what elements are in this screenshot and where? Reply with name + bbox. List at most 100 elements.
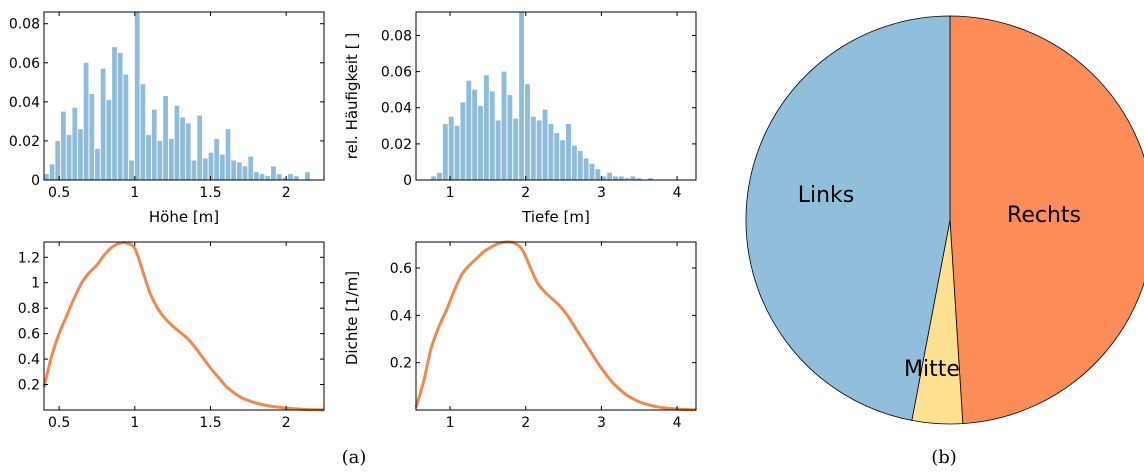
x-tick-label: 2	[282, 415, 291, 431]
histogram-bar	[117, 53, 123, 180]
histogram-bar	[595, 169, 601, 180]
x-tick-label: 1	[446, 415, 455, 431]
histogram-bar	[214, 138, 220, 180]
x-tick-label: 0.5	[48, 185, 70, 201]
y-tick-label: 0	[31, 173, 40, 189]
histogram-bar	[66, 135, 72, 180]
pie-label-mitte: Mitte	[904, 357, 960, 382]
density-tiefe: 1 2 3 4 0.2 0.4 0.6 Dichte [1/m]	[343, 240, 697, 431]
histogram-bar	[442, 124, 448, 180]
y-tick-label: 1	[31, 276, 40, 292]
histogram-bar	[448, 116, 454, 180]
x-tick-label: 2	[282, 185, 291, 201]
x-tick-label: 1	[130, 185, 139, 201]
histogram-bar	[271, 166, 276, 180]
histogram-bar	[231, 160, 237, 180]
histogram-bar	[83, 62, 89, 181]
histogram-bar	[248, 156, 254, 180]
histogram-bar	[163, 96, 168, 180]
y-tick-label: 0.2	[18, 378, 40, 394]
histogram-bar	[566, 124, 571, 180]
histogram-bar	[134, 12, 140, 180]
histogram-bar	[95, 148, 100, 180]
histogram-bar	[478, 105, 483, 180]
x-tick-label: 2	[521, 415, 530, 431]
histogram-bar	[123, 74, 129, 180]
histogram-bar	[168, 138, 174, 180]
histogram-bar	[624, 178, 630, 180]
histogram-bar	[146, 135, 151, 180]
histogram-bar	[61, 111, 66, 180]
histogram-bar	[618, 176, 624, 180]
histogram-bar	[536, 120, 542, 180]
y-tick-label: 0.06	[381, 65, 412, 81]
axes-frame	[415, 11, 697, 181]
y-tick-label: 0.4	[390, 308, 412, 324]
histogram-bar	[466, 80, 472, 180]
histogram-bar	[454, 125, 460, 180]
histogram-bar	[589, 163, 595, 180]
histogram-bar	[191, 160, 197, 180]
histogram-bar	[630, 176, 636, 180]
y-tick-label: 0.6	[390, 261, 412, 277]
histogram-bar	[219, 154, 225, 180]
histogram-bar	[236, 162, 242, 180]
histogram-bar	[72, 107, 78, 180]
histogram-bar	[612, 176, 618, 180]
histogram-bar	[519, 12, 525, 180]
histogram-bar	[55, 140, 61, 180]
histogram-bar	[507, 95, 513, 180]
histogram-bar	[542, 109, 548, 180]
histogram-bar	[548, 124, 554, 180]
histogram-bar	[49, 164, 55, 180]
axes-frame	[415, 241, 697, 411]
axes-frame	[43, 241, 325, 411]
x-tick-label: 1.5	[199, 185, 221, 201]
x-tick-label: 1	[446, 185, 455, 201]
histogram-bar	[129, 160, 134, 180]
y-tick-label: 0.08	[9, 17, 40, 33]
histogram-bar	[185, 123, 191, 180]
histogram-bar	[495, 120, 501, 180]
y-axis-label: rel. Häufigkeit [ ]	[343, 33, 361, 159]
y-tick-label: 0.06	[9, 56, 40, 72]
y-axis-label: Dichte [1/m]	[343, 271, 361, 365]
histogram-bar	[44, 174, 49, 180]
histogram-bar	[636, 178, 642, 180]
histogram-bar	[571, 145, 577, 180]
histogram-bar	[180, 117, 185, 180]
x-tick-label: 0.5	[48, 415, 70, 431]
pie-label-links: Links	[798, 183, 855, 208]
axes-frame	[43, 11, 325, 181]
histogram-bar	[106, 99, 112, 180]
histogram-bar	[140, 84, 146, 180]
pie-label-rechts: Rechts	[1007, 203, 1081, 228]
histogram-bar	[483, 75, 489, 180]
histogram-bar	[530, 116, 536, 180]
histogram-hoehe: 0.5 1 1.5 2 0 0.02 0.04 0.06 0.08 Höhe [m]	[9, 11, 325, 226]
histogram-tiefe: 1 2 3 4 0 0.02 0.04 0.06 0.08 Tiefe [m] rel. Häufi…	[343, 11, 697, 226]
pie-chart-position: Rechts Mitte Links	[745, 15, 1144, 425]
histogram-bar	[276, 174, 282, 180]
histogram-bar	[305, 172, 310, 180]
histogram-bar	[577, 151, 583, 180]
histogram-bar	[208, 152, 214, 180]
histogram-bar	[288, 174, 293, 180]
histogram-bar	[583, 158, 589, 180]
histogram-bar	[607, 172, 613, 180]
y-tick-label: 0.8	[18, 301, 40, 317]
histogram-bar	[100, 68, 106, 180]
x-tick-label: 4	[673, 185, 682, 201]
histogram-bar	[513, 118, 519, 180]
histogram-bar	[89, 94, 95, 180]
y-tick-label: 0.04	[381, 101, 412, 117]
x-tick-label: 2	[521, 185, 530, 201]
histogram-bar	[524, 84, 530, 180]
density-hoehe: 0.5 1 1.5 2 0.2 0.4 0.6 0.8 1 1.2	[18, 241, 325, 431]
y-tick-label: 0	[403, 173, 412, 189]
histogram-bar	[202, 158, 208, 180]
histogram-bar	[225, 129, 231, 180]
histogram-bar	[259, 174, 265, 180]
histogram-bar	[78, 129, 83, 180]
